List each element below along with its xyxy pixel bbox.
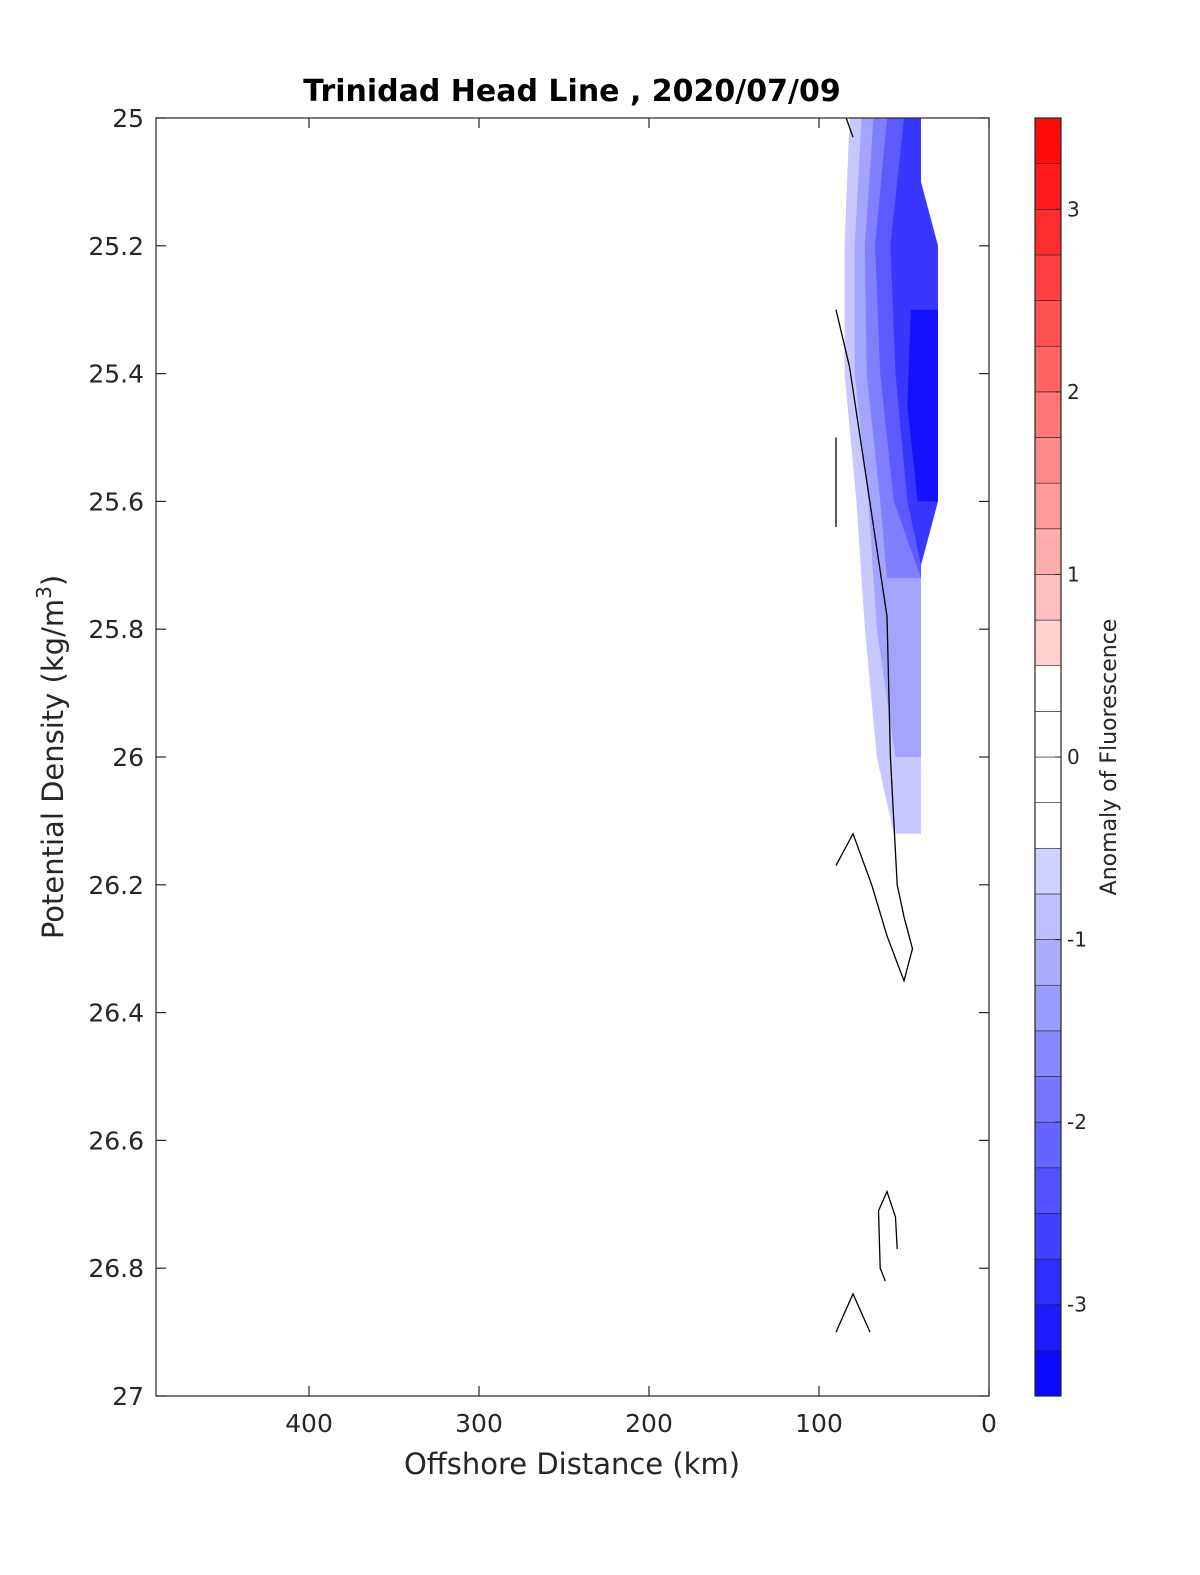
- zero-contour-2: [877, 1189, 898, 1282]
- colorbar-band: [1034, 300, 1062, 347]
- anomaly-fill-layer: [844, 118, 938, 834]
- anomaly-band-5: [907, 309, 938, 502]
- colorbar-tick-label: -1: [1067, 928, 1087, 952]
- colorbar-band: [1034, 984, 1062, 1032]
- colorbar-band: [1034, 163, 1062, 210]
- colorbar-label: Anomaly of Fluorescence: [1097, 619, 1122, 896]
- y-tick-label: 25: [112, 104, 144, 133]
- colorbar-band: [1034, 1167, 1062, 1214]
- colorbar-band: [1034, 482, 1062, 530]
- y-axis-label-text: Potential Density (kg/m: [36, 599, 70, 939]
- colorbar-band: [1034, 391, 1062, 438]
- x-tick-label: 400: [285, 1409, 333, 1438]
- colorbar-band: [1034, 939, 1062, 986]
- x-tick-label: 100: [795, 1409, 843, 1438]
- x-tick-labels: 400 300 200 100 0: [285, 1409, 997, 1438]
- y-tick-label: 25.8: [88, 615, 144, 644]
- zero-contour-layer: [835, 117, 914, 1333]
- chart-title: Trinidad Head Line , 2020/07/09: [303, 74, 840, 109]
- colorbar-band: [1034, 117, 1062, 164]
- colorbar-band: [1034, 802, 1062, 849]
- y-tick-label: 26.8: [88, 1254, 144, 1283]
- y-tick-label: 26.6: [88, 1126, 144, 1155]
- colorbar-band: [1034, 1213, 1062, 1260]
- colorbar-band: [1034, 893, 1062, 940]
- x-axis-label: Offshore Distance (km): [404, 1447, 740, 1481]
- colorbar-tick-label: 2: [1067, 380, 1080, 404]
- y-tick-label: 26: [112, 743, 144, 772]
- y-tick-label: 25.4: [88, 360, 144, 389]
- colorbar-band: [1034, 1304, 1062, 1351]
- y-axis-label: Potential Density (kg/m3): [32, 575, 70, 939]
- colorbar-tick-label: 0: [1067, 745, 1080, 769]
- colorbar-band: [1034, 1030, 1062, 1077]
- colorbar-band: [1034, 1121, 1062, 1169]
- colorbar: -3 -2 -1 0 1 2 3: [1034, 117, 1087, 1397]
- colorbar-tick-label: 3: [1067, 197, 1080, 221]
- colorbar-band: [1034, 528, 1062, 575]
- colorbar-band: [1034, 847, 1062, 895]
- colorbar-band: [1034, 756, 1062, 803]
- colorbar-band: [1034, 345, 1062, 393]
- y-tick-labels: 25 25.2 25.4 25.6 25.8 26 26.2 26.4 26.6 26.8 27: [88, 104, 144, 1411]
- colorbar-ticks: -3 -2 -1 0 1 2 3: [1055, 197, 1087, 1317]
- colorbar-band: [1034, 254, 1062, 301]
- colorbar-band: [1034, 437, 1062, 484]
- colorbar-tick-label: 1: [1067, 562, 1080, 586]
- colorbar-band: [1034, 1076, 1062, 1123]
- zero-contour-3: [835, 1292, 871, 1333]
- y-tick-label: 26.4: [88, 999, 144, 1028]
- y-tick-label: 27: [112, 1382, 144, 1411]
- colorbar-tick-label: -2: [1067, 1110, 1087, 1134]
- colorbar-band: [1034, 665, 1062, 712]
- zero-contour-0: [845, 117, 854, 138]
- colorbar-band: [1034, 711, 1062, 758]
- x-tick-label: 0: [981, 1409, 997, 1438]
- colorbar-band: [1034, 619, 1062, 667]
- y-tick-label: 25.6: [88, 487, 144, 516]
- colorbar-band: [1034, 1258, 1062, 1306]
- x-tick-label: 300: [455, 1409, 503, 1438]
- plot-area: [155, 117, 990, 1397]
- y-tick-label: 25.2: [88, 232, 144, 261]
- plot-frame: [155, 117, 990, 1397]
- y-axis-label-superscript: 3: [32, 586, 56, 599]
- colorbar-band: [1034, 208, 1062, 256]
- y-tick-label: 26.2: [88, 871, 144, 900]
- y-axis-label-close: ): [36, 575, 70, 586]
- colorbar-frame: [1034, 117, 1062, 1397]
- colorbar-tick-label: -3: [1067, 1293, 1087, 1317]
- colorbar-band: [1034, 574, 1062, 621]
- colorbar-band: [1034, 1350, 1062, 1397]
- x-tick-label: 200: [625, 1409, 673, 1438]
- zero-contour-1: [835, 309, 914, 983]
